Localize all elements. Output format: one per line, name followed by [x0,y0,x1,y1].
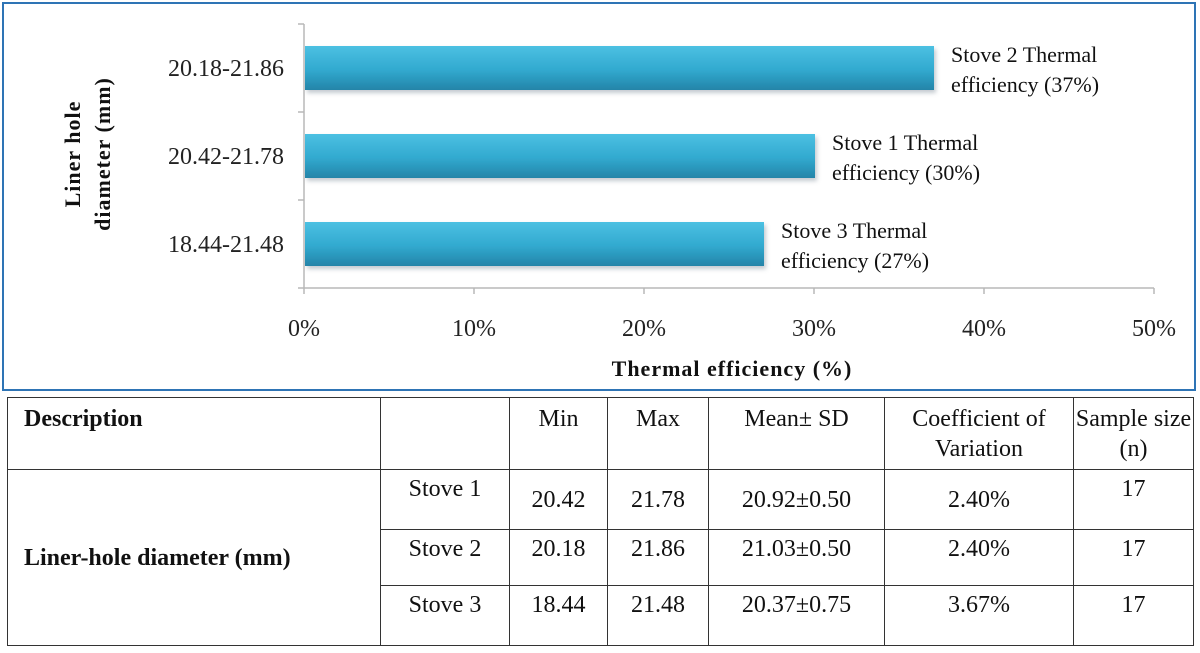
x-tick-label: 50% [1132,316,1176,342]
mean-sd-value: 20.37±0.75 [708,585,885,646]
header-cv: Coefficient of Variation [884,397,1074,470]
data-label: efficiency (27%) [781,248,929,273]
x-tick-label: 0% [288,316,320,342]
table-row: Stove 3 18.44 21.48 20.37±0.75 3.67% 17 [8,585,1194,646]
header-stove [380,397,510,470]
data-label: Stove 2 Thermal [951,42,1097,67]
x-tick-label: 30% [792,316,836,342]
x-tick-label: 20% [622,316,666,342]
header-mean-sd: Mean± SD [708,397,885,470]
row-label: Stove 1 [380,469,510,530]
y-axis-title-line: Liner hole [60,101,85,208]
min-value: 20.42 [509,469,608,530]
data-label: Stove 3 Thermal [781,218,927,243]
cv-value: 2.40% [884,529,1074,586]
bar [305,134,815,178]
thermal-efficiency-chart: Liner hole diameter (mm) 20.18-21.86 20.42… [60,23,1176,381]
x-axis-title: Thermal efficiency (%) [612,356,853,381]
max-value: 21.48 [607,585,709,646]
y-tick-label: 18.44-21.48 [168,232,284,258]
summary-table: Description Min Max Mean± SD Coefficient… [7,397,1194,646]
table-row: Stove 2 20.18 21.86 21.03±0.50 2.40% 17 [8,529,1194,586]
data-label: efficiency (30%) [832,160,980,185]
table-header-row: Description Min Max Mean± SD Coefficient… [7,397,1194,470]
bar [305,222,764,266]
x-tick-label: 40% [962,316,1006,342]
header-description: Description [7,397,381,470]
max-value: 21.78 [607,469,709,530]
data-label: efficiency (37%) [951,72,1099,97]
min-value: 18.44 [509,585,608,646]
description-cell: Liner-hole diameter (mm) [7,469,381,646]
y-tick-label: 20.18-21.86 [168,56,284,82]
table-row: Liner-hole diameter (mm) Stove 1 20.42 2… [7,469,1194,646]
sample-size-value: 17 [1073,529,1194,586]
sample-size-value: 17 [1073,585,1194,646]
header-max: Max [607,397,709,470]
bar [305,46,934,90]
max-value: 21.86 [607,529,709,586]
cv-value: 2.40% [884,469,1074,530]
header-sample-size: Sample size (n) [1073,397,1194,470]
x-tick-label: 10% [452,316,496,342]
mean-sd-value: 21.03±0.50 [708,529,885,586]
mean-sd-value: 20.92±0.50 [708,469,885,530]
y-axis-title: Liner hole diameter (mm) [60,77,115,231]
row-label: Stove 2 [380,529,510,586]
y-tick-label: 20.42-21.78 [168,144,284,170]
min-value: 20.18 [509,529,608,586]
header-min: Min [509,397,608,470]
cv-value: 3.67% [884,585,1074,646]
row-label: Stove 3 [380,585,510,646]
sample-size-value: 17 [1073,469,1194,530]
y-axis-title-line: diameter (mm) [90,77,115,231]
data-label: Stove 1 Thermal [832,130,978,155]
chart-panel: Liner hole diameter (mm) 20.18-21.86 20.42… [2,2,1196,391]
